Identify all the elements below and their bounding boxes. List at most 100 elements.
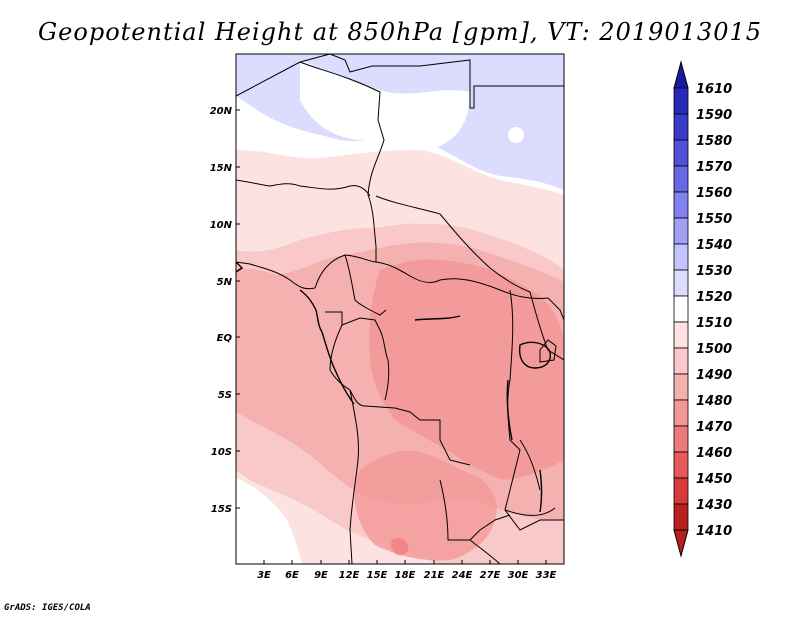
region-1470-spot [391, 537, 409, 556]
coastline [236, 261, 552, 513]
lat-label: 15N [210, 163, 233, 174]
colorbar-label: 1460 [696, 446, 732, 461]
lake-tanganyika [506, 379, 513, 441]
border-line [299, 61, 385, 196]
border-line [504, 507, 556, 516]
lon-label: 3E [257, 570, 271, 581]
region-1480-south [354, 450, 497, 561]
lon-label: 9E [314, 570, 328, 581]
coastline-gulf [299, 289, 355, 405]
lon-ticks [263, 560, 547, 564]
colorbar-swatch [673, 477, 689, 505]
colorbar-swatch [673, 503, 689, 531]
border-line [519, 439, 541, 491]
border-line [329, 324, 351, 391]
border-line [439, 278, 564, 321]
lon-label: 33E [536, 570, 557, 581]
lat-label: 15S [211, 504, 232, 515]
lat-ticks [236, 109, 240, 509]
colorbar-label: 1570 [696, 160, 732, 175]
colorbar-swatch [673, 243, 689, 271]
region-1520-north [300, 60, 470, 150]
colorbar-swatch [673, 399, 689, 427]
colorbar-bottom-arrow [673, 529, 689, 558]
lat-label: EQ [217, 333, 233, 344]
colorbar-swatch [673, 451, 689, 479]
border-line [236, 261, 316, 290]
chart-title: Geopotential Height at 850hPa [gpm], VT:… [38, 18, 762, 46]
colorbar-label: 1590 [696, 108, 732, 123]
lat-label: 5N [217, 277, 233, 288]
lon-label: 27E [480, 570, 501, 581]
border-line [439, 479, 511, 541]
colorbar-label: 1510 [696, 316, 732, 331]
colorbar-label: 1500 [696, 342, 732, 357]
colorbar-label: 1490 [696, 368, 732, 383]
colorbar-label: 1580 [696, 134, 732, 149]
lon-label: 18E [395, 570, 416, 581]
colorbar-swatch [673, 113, 689, 141]
colorbar-label: 1430 [696, 498, 732, 513]
border-line [344, 254, 387, 316]
colorbar-swatch [673, 347, 689, 375]
colorbar-label: 1540 [696, 238, 732, 253]
lon-label: 30E [508, 570, 529, 581]
border-line [375, 195, 531, 293]
region-1480 [369, 259, 564, 480]
region-1530-ne [475, 62, 564, 175]
colorbar: 1610 1590 1580 1570 1560 1550 1540 1530 1520 1510… [673, 60, 732, 558]
height-field [236, 54, 564, 564]
border-line [504, 449, 564, 531]
border-line [539, 339, 557, 363]
colorbar-label: 1480 [696, 394, 732, 409]
border-line [325, 311, 390, 401]
colorbar-label: 1550 [696, 212, 732, 227]
lon-label: 6E [285, 570, 299, 581]
region-1520-ne-spot [508, 127, 524, 143]
colorbar-swatch [673, 425, 689, 453]
lon-label: 21E [424, 570, 445, 581]
colorbar-label: 1520 [696, 290, 732, 305]
colorbar-swatch [673, 269, 689, 297]
lon-label: 24E [452, 570, 473, 581]
colorbar-label: 1410 [696, 524, 732, 539]
lon-labels: 3E 6E 9E 12E 15E 18E 21E 24E 27E 30E 33E [257, 570, 556, 581]
border-line [349, 389, 471, 466]
lat-label: 10N [210, 220, 233, 231]
lat-label: 10S [211, 447, 232, 458]
colorbar-swatch [673, 87, 689, 115]
colorbar-swatch [673, 321, 689, 349]
border-line [349, 389, 359, 564]
colorbar-swatch [673, 217, 689, 245]
colorbar-label: 1450 [696, 472, 732, 487]
river-congo [414, 315, 461, 321]
colorbar-top-arrow [673, 60, 689, 89]
colorbar-swatch [673, 139, 689, 167]
border-line [314, 254, 441, 289]
border-line [236, 179, 371, 197]
lon-label: 12E [339, 570, 360, 581]
lat-label: 5S [218, 390, 232, 401]
lake-malawi [539, 469, 543, 513]
lat-label: 20N [210, 106, 233, 117]
colorbar-label: 1560 [696, 186, 732, 201]
coastline-west [236, 261, 244, 273]
region-1520-sw [236, 478, 302, 564]
map-frame [235, 53, 565, 565]
lake-victoria [518, 341, 552, 369]
colorbar-swatch [673, 191, 689, 219]
lat-labels: 20N 15N 10N 5N EQ 5S 10S 15S [210, 106, 233, 515]
colorbar-swatch [673, 295, 689, 323]
border-line [367, 194, 377, 262]
colorbar-label: 1530 [696, 264, 732, 279]
colorbar-label: 1610 [696, 82, 732, 97]
footer-credit: GrADS: IGES/COLA [4, 603, 91, 613]
lon-label: 15E [367, 570, 388, 581]
border-line [507, 289, 521, 451]
border-line [469, 539, 501, 564]
border-line [329, 54, 564, 109]
colorbar-label: 1470 [696, 420, 732, 435]
colorbar-swatch [673, 165, 689, 193]
colorbar-swatch [673, 373, 689, 401]
